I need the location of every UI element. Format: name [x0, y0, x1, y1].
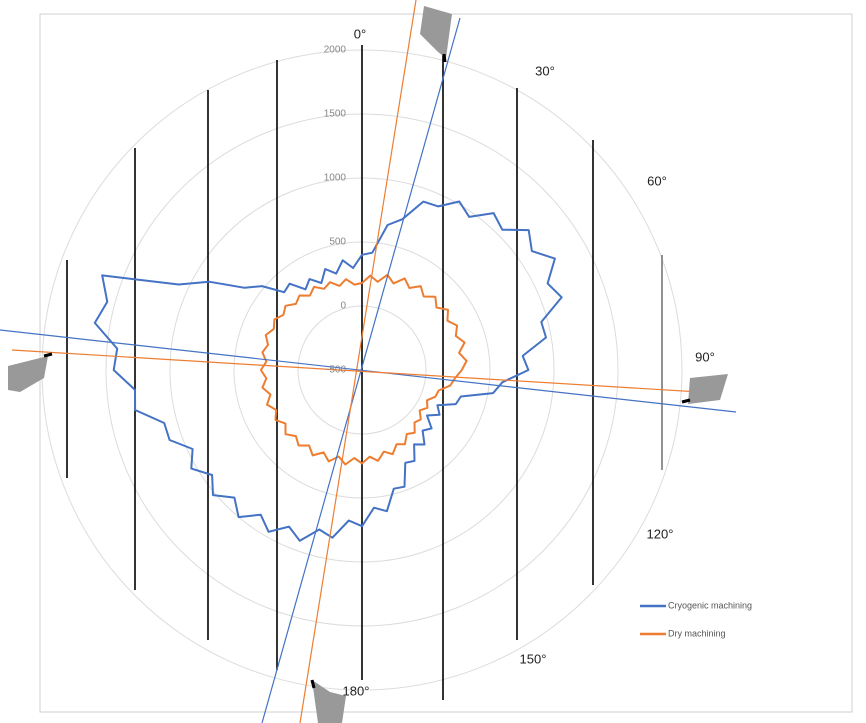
angle-label: 90°	[695, 349, 715, 364]
series-line	[259, 273, 468, 466]
angle-label: 0°	[354, 26, 366, 41]
angle-label: 120°	[647, 526, 674, 541]
tool-tips	[43, 53, 691, 689]
r-tick-label: 500	[329, 237, 346, 248]
data-layer	[93, 200, 563, 542]
r-tick-label: -500	[326, 365, 346, 376]
angle-label: 60°	[647, 173, 667, 188]
tool-shapes	[8, 6, 728, 723]
plot-border	[39, 13, 853, 713]
measurement-lines	[66, 45, 663, 700]
r-tick-label: 0	[340, 301, 346, 312]
angle-label: 150°	[520, 651, 547, 666]
labels: -500 0 500 1000 1500 2000 0° 30° 60° 90° 120° 150° 1…	[324, 26, 715, 698]
r-tick-label: 2000	[324, 45, 347, 56]
r-tick-label: 1500	[324, 109, 347, 120]
axis-lines	[0, 0, 737, 723]
r-tick-label: 1000	[324, 173, 347, 184]
angle-label: 30°	[535, 63, 555, 78]
legend-label: Cryogenic machining	[668, 600, 752, 610]
legend-label: Dry machining	[668, 628, 726, 638]
series-line	[93, 200, 563, 542]
angle-label: 180°	[343, 683, 370, 698]
legend: Cryogenic machining Dry machining	[640, 600, 752, 638]
